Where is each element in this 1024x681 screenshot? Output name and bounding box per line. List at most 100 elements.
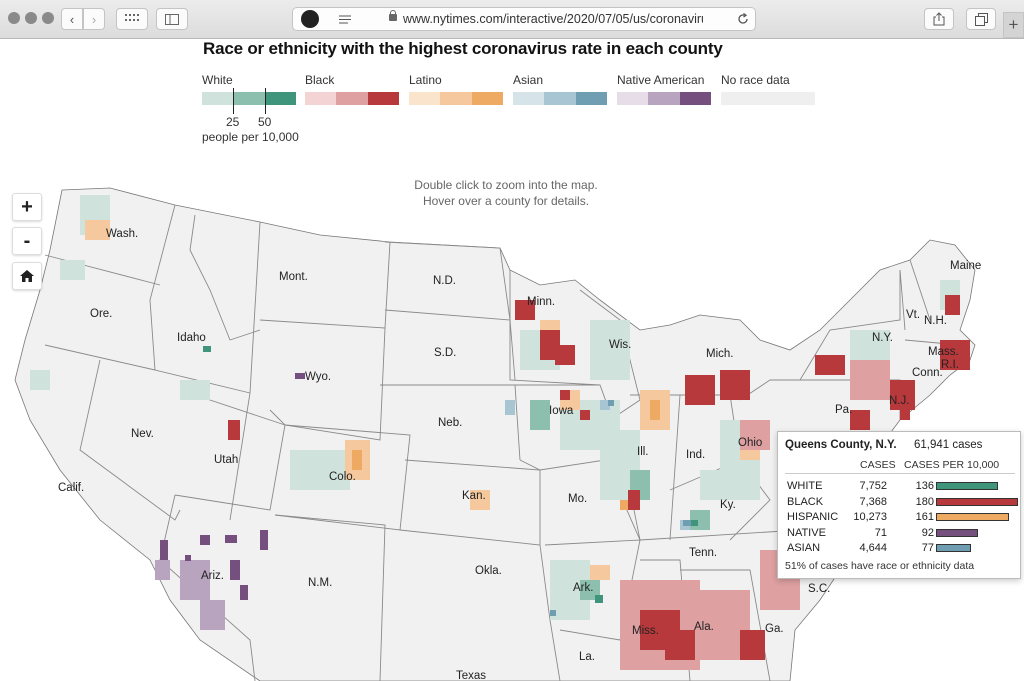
grid-icon [125, 14, 139, 21]
state-label-idaho: Idaho [177, 332, 206, 344]
page-title: Race or ethnicity with the highest coron… [203, 39, 723, 58]
zoom-window-button[interactable] [42, 12, 54, 24]
minus-icon: - [23, 229, 31, 252]
state-label-wyo: Wyo. [305, 371, 331, 383]
plus-icon: + [21, 195, 33, 218]
us-county-map[interactable]: Wash. Ore. Calif. Idaho Nev. Mont. Wyo. … [0, 180, 1024, 681]
state-label-mont: Mont. [279, 271, 308, 283]
legend-swatch-latino [409, 92, 503, 105]
tooltip-row: NATIVE 71 92 [778, 527, 1022, 542]
minimize-window-button[interactable] [25, 12, 37, 24]
legend-color-step [648, 92, 680, 105]
sidebar-icon [165, 13, 179, 25]
tooltip-header-cases: CASES [860, 459, 896, 471]
site-logo-icon [301, 10, 319, 28]
state-label-colo: Colo. [329, 471, 356, 483]
sidebar-button[interactable] [156, 8, 188, 30]
legend-color-step [409, 92, 441, 105]
tooltip-row-group: WHITE [787, 480, 823, 492]
legend-color-step [679, 92, 711, 105]
state-label-tenn: Tenn. [689, 547, 717, 559]
state-label-texas: Texas [456, 670, 486, 681]
legend-color-step [513, 92, 545, 105]
legend-unit-label: people per 10,000 [202, 130, 299, 144]
legend-color-step [264, 92, 296, 105]
tooltip-total-cases: 61,941 cases [914, 439, 983, 451]
tooltip-row-group: HISPANIC [787, 511, 839, 523]
top-sites-button[interactable] [116, 8, 148, 30]
state-labels: Wash. Ore. Calif. Idaho Nev. Mont. Wyo. … [58, 228, 981, 681]
zoom-in-button[interactable]: + [12, 193, 42, 221]
chevron-right-icon: › [91, 11, 97, 27]
state-label-conn: Conn. [912, 367, 943, 379]
state-label-utah: Utah [214, 454, 238, 466]
tooltip-row-bar [936, 513, 1009, 521]
state-label-ky: Ky. [720, 499, 736, 511]
legend-color-step [471, 92, 503, 105]
state-label-ariz: Ariz. [201, 570, 224, 582]
state-label-la: La. [579, 651, 595, 663]
tooltip-row-rate: 136 [915, 480, 934, 492]
legend-color-step [305, 92, 337, 105]
back-button[interactable]: ‹ [61, 8, 83, 30]
state-label-okla: Okla. [475, 565, 502, 577]
close-window-button[interactable] [8, 12, 20, 24]
legend-color-step [575, 92, 607, 105]
address-bar[interactable]: www.nytimes.com/interactive/2020/07/05/u… [292, 7, 756, 31]
tooltip-row-group: NATIVE [787, 526, 826, 539]
tabs-overview-button[interactable] [966, 8, 996, 30]
tooltip-row-cases: 4,644 [859, 542, 887, 554]
tooltip-row-rate: 92 [921, 526, 934, 539]
county-tooltip: Queens County, N.Y. 61,941 cases CASES C… [777, 431, 1021, 579]
legend-swatch-white [202, 92, 296, 105]
legend-color-step [617, 92, 649, 105]
tooltip-row-cases: 10,273 [853, 511, 887, 523]
tooltip-county-name: Queens County, N.Y. [785, 439, 897, 451]
tooltip-row-group: ASIAN [787, 542, 821, 554]
legend-label-white: White [202, 73, 233, 87]
tooltip-row-cases: 7,368 [859, 495, 887, 508]
legend-swatch-nodata [721, 92, 815, 105]
legend-label-black: Black [305, 73, 335, 87]
state-label-mass: Mass. [928, 346, 959, 358]
state-label-ri: R.I. [941, 359, 959, 371]
state-label-mich: Mich. [706, 348, 733, 360]
tooltip-divider [785, 473, 1015, 474]
tooltip-row-bar [936, 544, 971, 552]
share-button[interactable] [924, 8, 954, 30]
state-label-wash: Wash. [106, 228, 138, 240]
new-tab-button[interactable]: + [1003, 12, 1024, 38]
state-label-nh: N.H. [924, 315, 947, 327]
legend-label-asian: Asian [513, 73, 544, 87]
reload-icon[interactable] [737, 13, 749, 25]
state-label-pa: Pa. [835, 404, 852, 416]
instruction-hover: Hover over a county for details. [422, 194, 590, 208]
state-label-ny: N.Y. [872, 332, 893, 344]
reader-icon[interactable] [339, 15, 351, 24]
forward-button[interactable]: › [83, 8, 105, 30]
zoom-out-button[interactable]: - [12, 227, 42, 255]
state-label-nj: N.J. [889, 395, 909, 407]
legend-label-nodata: No race data [721, 73, 790, 87]
legend-label-latino: Latino [409, 73, 442, 87]
tooltip-row: WHITE 7,752 136 [778, 480, 1022, 495]
state-label-mo: Mo. [568, 493, 587, 505]
state-label-ore: Ore. [90, 308, 112, 320]
state-label-vt: Vt. [906, 309, 920, 321]
home-button[interactable] [12, 262, 42, 290]
home-icon [20, 270, 34, 282]
tooltip-row: ASIAN 4,644 77 [778, 542, 1022, 557]
plus-icon: + [1008, 15, 1019, 34]
tooltip-row-bar [936, 482, 998, 490]
state-label-ark: Ark. [573, 582, 593, 594]
tooltip-row-bar [936, 528, 978, 537]
legend-color-step [440, 92, 472, 105]
tooltip-row-rate: 77 [921, 542, 934, 554]
share-icon [933, 12, 945, 26]
state-label-iowa: Iowa [549, 405, 574, 417]
state-label-sc: S.C. [808, 583, 830, 595]
state-label-ga: Ga. [765, 623, 784, 635]
tooltip-row: BLACK 7,368 180 [778, 496, 1022, 511]
lock-icon [389, 10, 397, 21]
tooltip-row-bar [936, 497, 1018, 506]
